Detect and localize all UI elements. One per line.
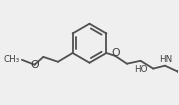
Text: O: O xyxy=(111,49,120,58)
Text: O: O xyxy=(30,60,39,70)
Text: CH₃: CH₃ xyxy=(4,55,20,64)
Text: HN: HN xyxy=(159,55,173,64)
Text: HO: HO xyxy=(134,65,147,74)
